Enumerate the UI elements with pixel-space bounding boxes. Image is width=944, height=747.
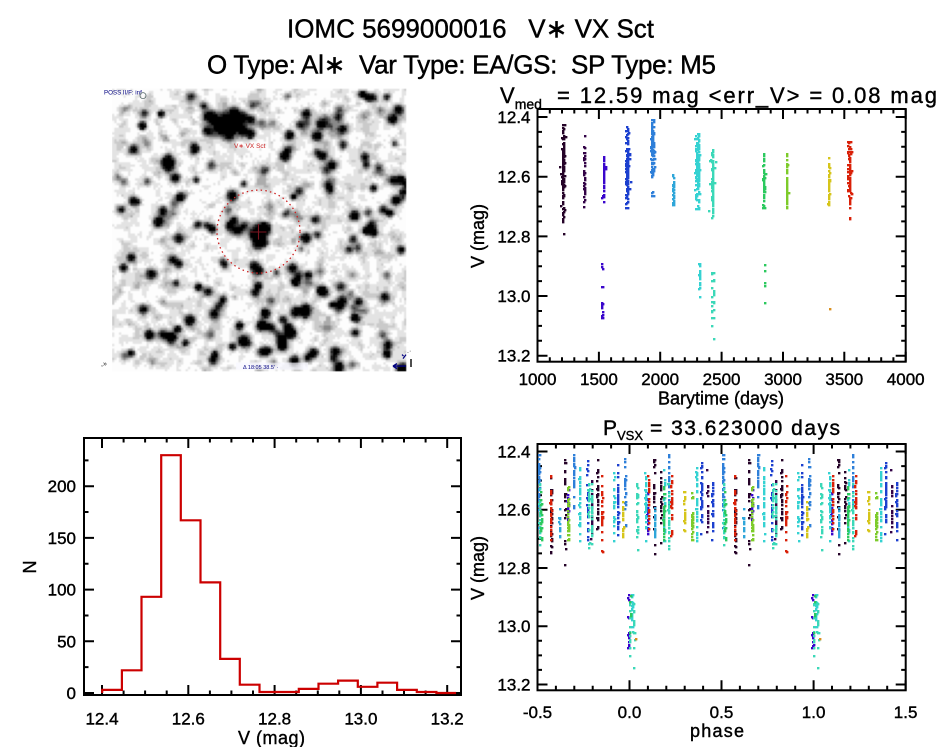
svg-text:12.8: 12.8 bbox=[497, 559, 530, 578]
svg-text:4000: 4000 bbox=[887, 370, 925, 389]
svg-text:13.2: 13.2 bbox=[431, 710, 464, 729]
svg-text:V (mag): V (mag) bbox=[238, 728, 305, 747]
svg-text:13.0: 13.0 bbox=[497, 287, 530, 306]
svg-text:phase: phase bbox=[690, 721, 744, 741]
svg-text:,»: ,» bbox=[101, 361, 107, 368]
svg-text:Δ 18:05 38.5′ ·: Δ 18:05 38.5′ · bbox=[243, 365, 278, 371]
svg-text:.·: .· bbox=[407, 348, 411, 355]
svg-text:200: 200 bbox=[48, 477, 76, 496]
svg-text:150: 150 bbox=[48, 529, 76, 548]
svg-text:= 33.623000 days: = 33.623000 days bbox=[650, 417, 840, 440]
svg-text:12.8: 12.8 bbox=[258, 710, 291, 729]
svg-text:V (mag): V (mag) bbox=[468, 204, 488, 268]
svg-text:1.0: 1.0 bbox=[802, 703, 826, 722]
svg-text:-0.5: -0.5 bbox=[523, 703, 552, 722]
svg-text:1000: 1000 bbox=[519, 370, 557, 389]
svg-text:12.4: 12.4 bbox=[497, 108, 530, 127]
svg-text:13.2: 13.2 bbox=[497, 347, 530, 366]
svg-text:1.5: 1.5 bbox=[894, 703, 918, 722]
svg-text:2000: 2000 bbox=[641, 370, 679, 389]
svg-text:12.4: 12.4 bbox=[497, 443, 530, 462]
svg-text:Barytime (days): Barytime (days) bbox=[658, 389, 784, 409]
svg-text:12.4: 12.4 bbox=[85, 710, 118, 729]
svg-text:3000: 3000 bbox=[764, 370, 802, 389]
svg-text:N: N bbox=[20, 561, 40, 574]
svg-text:3500: 3500 bbox=[825, 370, 863, 389]
svg-text:= 12.59 mag <err_V> = 0.08 mag: = 12.59 mag <err_V> = 0.08 mag bbox=[557, 83, 937, 108]
svg-text:13.0: 13.0 bbox=[344, 710, 377, 729]
svg-text:50: 50 bbox=[57, 632, 76, 651]
svg-text:12.8: 12.8 bbox=[497, 227, 530, 246]
svg-text:12.6: 12.6 bbox=[172, 710, 205, 729]
svg-text:V∗ VX Sct: V∗ VX Sct bbox=[234, 143, 266, 150]
svg-text:V (mag): V (mag) bbox=[468, 536, 488, 600]
svg-text:1500: 1500 bbox=[580, 370, 618, 389]
svg-text:100: 100 bbox=[48, 581, 76, 600]
svg-text:12.6: 12.6 bbox=[497, 168, 530, 187]
svg-text:2500: 2500 bbox=[703, 370, 741, 389]
svg-text:O Type: Al∗ Var Type: EA/GS:: O Type: Al∗ Var Type: EA/GS: SP Type: M5 bbox=[207, 50, 716, 80]
svg-text:0: 0 bbox=[67, 684, 76, 703]
svg-text:0.0: 0.0 bbox=[618, 703, 642, 722]
svg-text:13.2: 13.2 bbox=[497, 676, 530, 695]
svg-text:IOMC 5699000016 V∗ VX Sct: IOMC 5699000016 V∗ VX Sct bbox=[287, 13, 655, 43]
svg-text:12.6: 12.6 bbox=[497, 501, 530, 520]
svg-text:POSS II/F: inf: POSS II/F: inf bbox=[104, 90, 142, 97]
svg-text:0.5: 0.5 bbox=[710, 703, 734, 722]
svg-text:13.0: 13.0 bbox=[497, 617, 530, 636]
